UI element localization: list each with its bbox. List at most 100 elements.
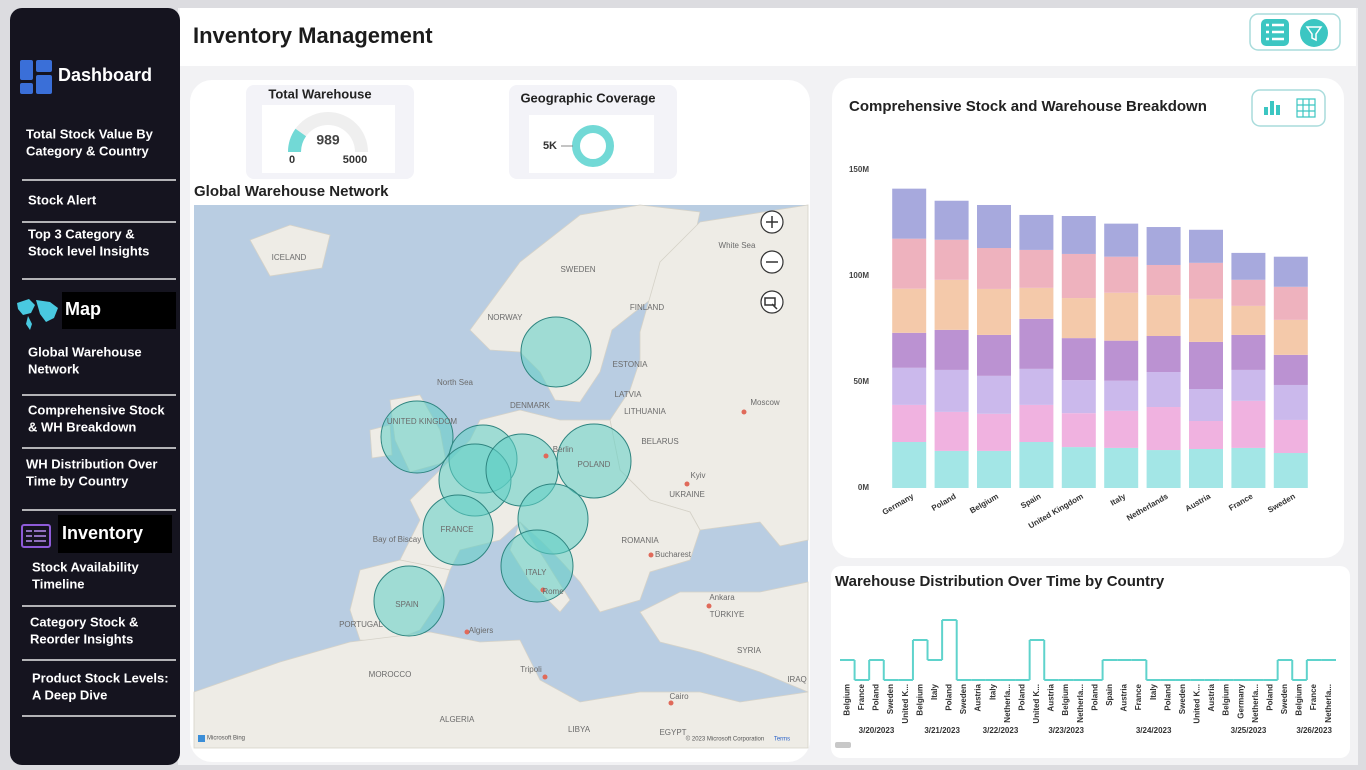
bar-segment[interactable] [892,441,927,488]
bar-segment[interactable] [1019,441,1054,488]
bar-segment[interactable] [1189,229,1223,263]
bar-segment[interactable] [1231,252,1266,280]
bar-segment[interactable] [1189,341,1223,389]
bar-segment[interactable] [1104,223,1139,257]
bar-segment[interactable] [1104,380,1139,411]
bar-segment[interactable] [1061,216,1096,254]
bar-segment[interactable] [1104,292,1139,341]
bar-segment[interactable] [1189,298,1223,342]
bar-segment[interactable] [892,404,927,442]
bar-segment[interactable] [1061,338,1096,381]
bar-segment[interactable] [1273,419,1308,454]
view-toggle[interactable] [1251,89,1326,127]
bar-segment[interactable] [977,204,1011,249]
nav-item[interactable]: Stock Alert [28,192,97,207]
bar-segment[interactable] [1231,447,1266,488]
nav-item[interactable]: Top 3 Category & [28,226,135,241]
bar-segment[interactable] [1231,369,1266,401]
bar-segment[interactable] [977,248,1011,289]
warehouse-bubble[interactable] [520,316,592,388]
nav-item[interactable]: Product Stock Levels: [32,670,169,685]
bar-segment[interactable] [1189,388,1223,422]
bar-segment[interactable] [934,450,969,488]
bar-segment[interactable] [1231,279,1266,306]
nav-item[interactable]: Network [28,361,80,376]
bar-segment[interactable] [977,334,1011,376]
warehouse-bubble[interactable] [422,494,494,566]
bar-segment[interactable] [1231,334,1266,370]
nav-item[interactable]: WH Distribution Over [26,456,157,471]
select-tool[interactable] [760,290,784,314]
bar-segment[interactable] [1231,400,1266,448]
bar-segment[interactable] [892,288,927,333]
bar-segment[interactable] [977,413,1011,451]
bar-segment[interactable] [1104,447,1139,488]
section-heading[interactable]: Map [65,299,101,319]
bar-segment[interactable] [934,329,969,370]
bar-segment[interactable] [1273,384,1308,420]
bar-segment[interactable] [977,288,1011,335]
bar-segment[interactable] [1146,335,1181,373]
bar-segment[interactable] [1273,286,1308,320]
bar-segment[interactable] [1061,413,1096,448]
bar-segment[interactable] [1061,447,1096,488]
bar-segment[interactable] [892,367,927,405]
nav-item[interactable]: Total Stock Value By [26,126,154,141]
map[interactable]: ICELAND SWEDEN FINLAND NORWAY North Sea UNITE… [193,204,809,749]
bar-segment[interactable] [1189,448,1223,488]
bar-segment[interactable] [1189,421,1223,449]
bar-segment[interactable] [1019,404,1054,442]
nav-item[interactable]: Stock level Insights [28,243,149,258]
bar-segment[interactable] [1273,319,1308,355]
bar-segment[interactable] [934,369,969,412]
bar-segment[interactable] [934,411,969,451]
nav-item[interactable]: & WH Breakdown [28,419,136,434]
bar-segment[interactable] [1146,407,1181,451]
bar-segment[interactable] [892,238,927,289]
section-heading[interactable]: Dashboard [58,65,152,85]
bar-segment[interactable] [934,279,969,330]
bar-segment[interactable] [892,188,927,239]
nav-item[interactable]: Stock Availability [32,559,139,574]
nav-item[interactable]: Comprehensive Stock [28,402,165,417]
bar-segment[interactable] [1104,410,1139,448]
bar-segment[interactable] [1189,262,1223,299]
bar-segment[interactable] [934,200,969,240]
warehouse-bubble[interactable] [500,529,574,603]
bar-segment[interactable] [1019,318,1054,369]
bar-segment[interactable] [1146,372,1181,408]
chart-view-buttons[interactable] [1251,89,1326,127]
terms-link[interactable]: Terms [774,737,790,743]
bar-segment[interactable] [1146,264,1181,296]
header-buttons[interactable] [1249,13,1341,51]
table-icon[interactable] [1296,98,1316,118]
bar-segment[interactable] [1019,214,1054,250]
chart-icon[interactable] [1264,101,1280,115]
bar-segment[interactable] [977,450,1011,488]
nav-item[interactable]: Category & Country [26,143,150,158]
nav-item[interactable]: Reorder Insights [30,631,133,646]
bar-segment[interactable] [1061,298,1096,339]
bar-segment[interactable] [1061,380,1096,414]
bar-segment[interactable] [1061,253,1096,299]
warehouse-bubble[interactable] [373,565,445,637]
bar-segment[interactable] [934,239,969,280]
bar-segment[interactable] [1273,256,1308,287]
warehouse-bubble[interactable] [556,423,632,499]
bar-segment[interactable] [1019,368,1054,405]
bar-segment[interactable] [1146,295,1181,336]
nav-item[interactable]: A Deep Dive [32,687,107,702]
bar-segment[interactable] [1231,305,1266,335]
filter-button[interactable] [1300,19,1328,47]
warehouse-bubble[interactable] [380,400,454,474]
nav-item[interactable]: Global Warehouse [28,344,142,359]
nav-item[interactable]: Timeline [32,576,85,591]
bar-segment[interactable] [977,375,1011,414]
bar-segment[interactable] [1146,227,1181,265]
bar-segment[interactable] [1273,453,1308,488]
scrollbar[interactable] [835,742,851,748]
nav-item[interactable]: Time by Country [26,473,129,488]
bar-segment[interactable] [1104,340,1139,381]
bar-segment[interactable] [1104,256,1139,293]
section-heading[interactable]: Inventory [62,523,143,543]
